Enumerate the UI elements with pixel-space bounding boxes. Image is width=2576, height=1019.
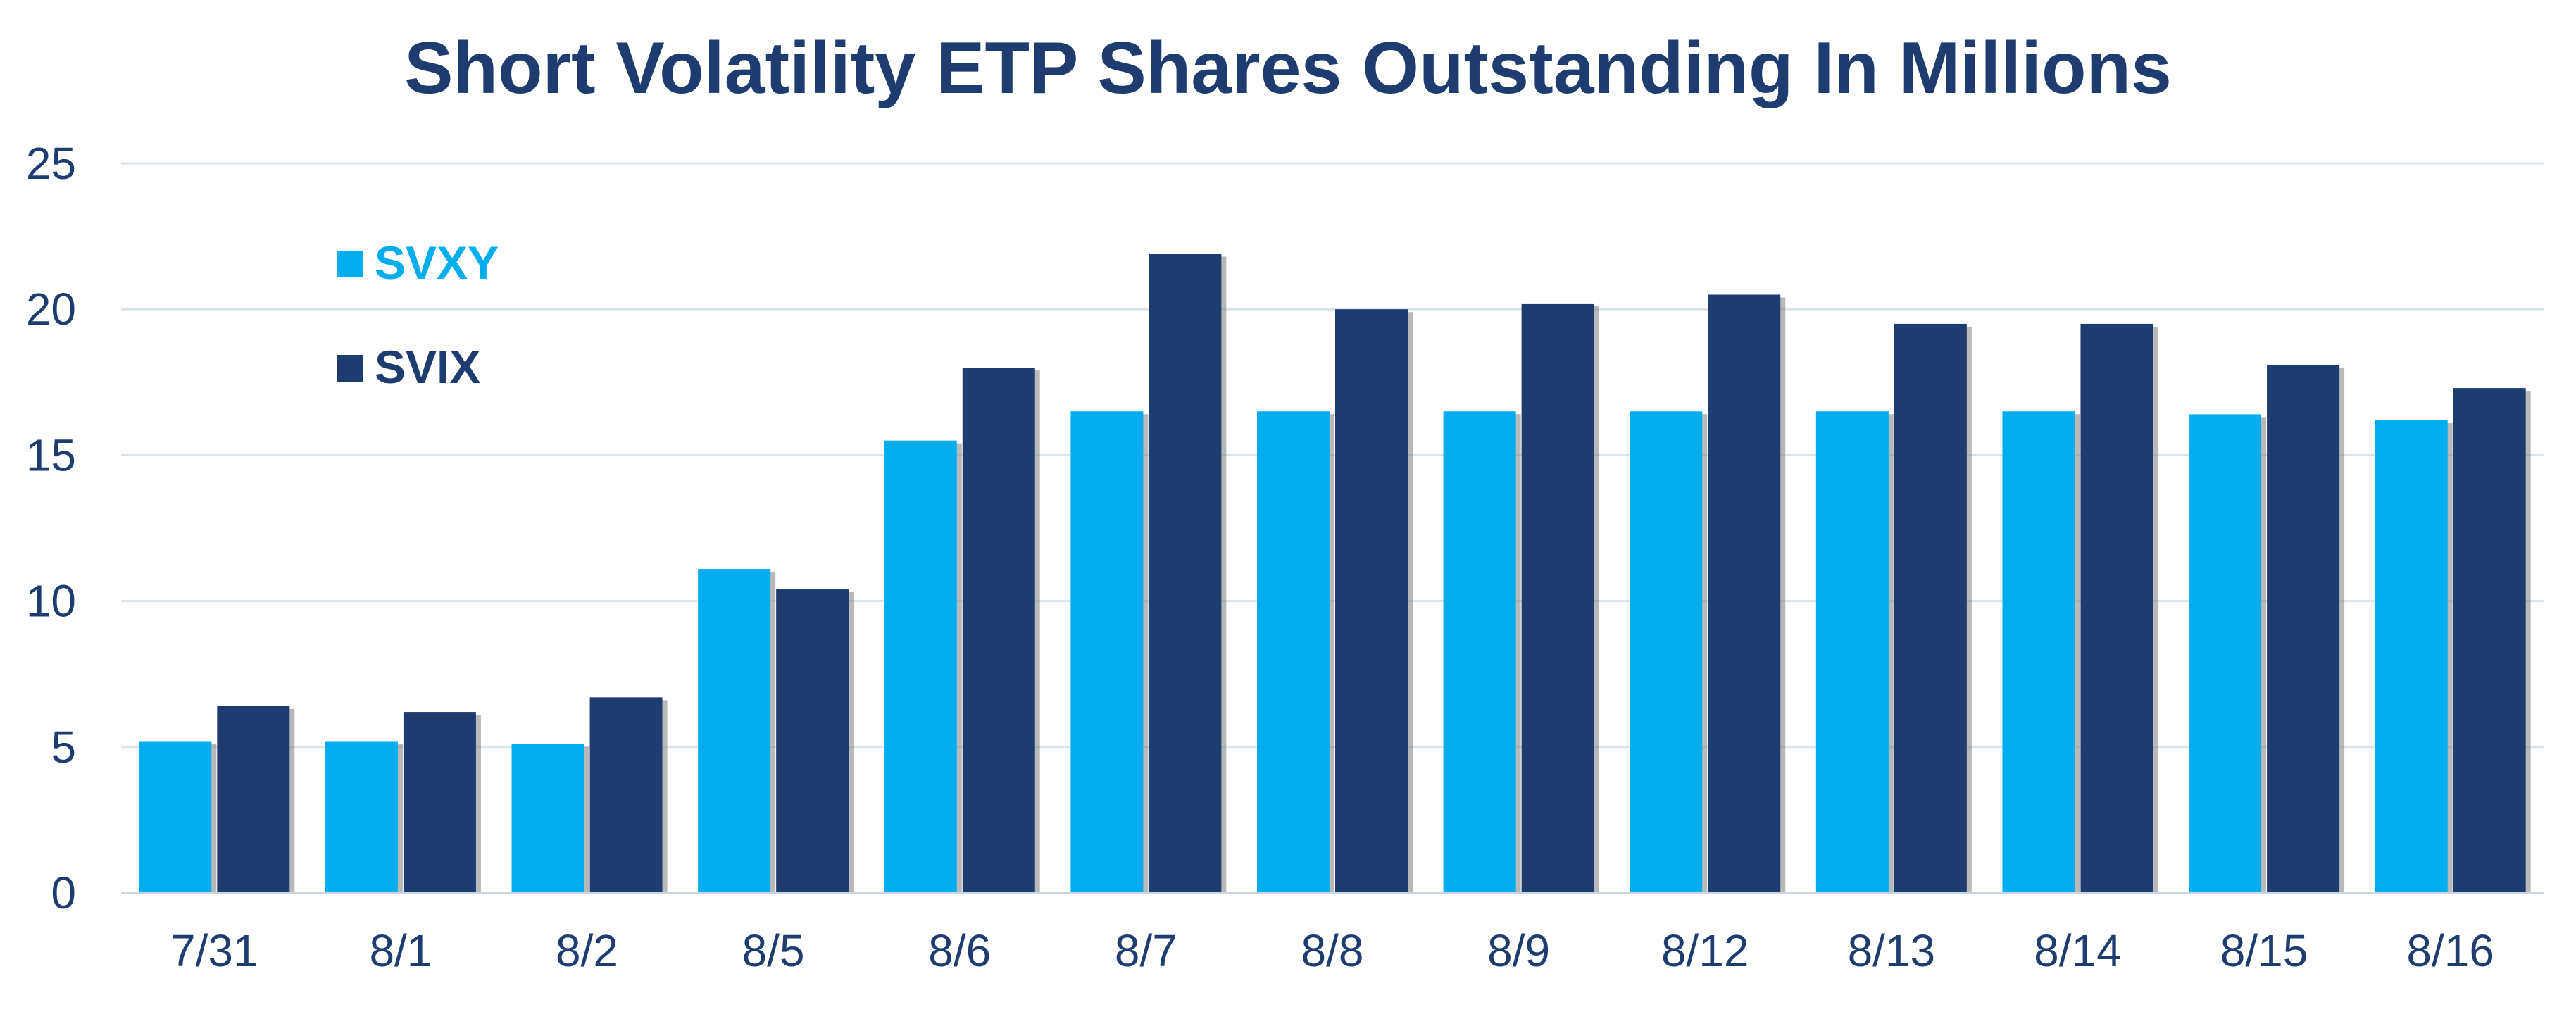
bar-svix — [2080, 323, 2153, 893]
bar-svxy — [325, 741, 398, 893]
bar-svix — [1521, 303, 1594, 893]
y-tick-label: 20 — [26, 284, 76, 335]
y-tick-label: 25 — [26, 138, 76, 189]
bar-svxy — [139, 741, 212, 893]
x-tick-label: 8/14 — [2034, 925, 2122, 976]
bar-svxy — [2375, 420, 2448, 893]
y-tick-label: 5 — [51, 722, 76, 773]
bar-svix — [403, 712, 476, 893]
bar-svix — [962, 368, 1035, 893]
legend-swatch-svxy — [337, 251, 363, 277]
bar-svix — [1708, 294, 1781, 894]
bar-svix — [1894, 323, 1967, 893]
chart-title: Short Volatility ETP Shares Outstanding … — [404, 27, 2172, 109]
y-axis-ticks: 0 5 10 15 20 25 — [26, 138, 76, 918]
bar-svix — [2267, 364, 2340, 893]
bar-svxy — [698, 569, 771, 893]
legend: SVXY SVIX — [337, 237, 499, 393]
x-tick-label: 8/16 — [2406, 925, 2494, 976]
bar-svxy — [884, 440, 957, 893]
y-tick-label: 0 — [51, 868, 76, 918]
x-tick-label: 8/7 — [1115, 925, 1177, 976]
bar-svix — [2453, 388, 2526, 893]
legend-label-svix: SVIX — [375, 341, 480, 393]
x-tick-label: 8/8 — [1301, 925, 1364, 976]
x-tick-label: 8/2 — [556, 925, 618, 976]
bar-svxy — [1630, 411, 1703, 893]
bar-svix — [217, 706, 290, 893]
bar-svxy — [1257, 411, 1330, 893]
bars — [139, 254, 2531, 894]
x-tick-label: 7/31 — [170, 925, 258, 976]
x-tick-label: 8/15 — [2220, 925, 2308, 976]
bar-svix — [776, 589, 849, 893]
bar-svix — [589, 697, 663, 893]
x-tick-label: 8/1 — [369, 925, 432, 976]
bar-svix — [1149, 254, 1222, 893]
x-tick-label: 8/9 — [1487, 925, 1550, 976]
bar-svxy — [511, 744, 584, 893]
x-tick-label: 8/6 — [928, 925, 991, 976]
bar-svxy — [1815, 411, 1889, 893]
x-axis-ticks: 7/31 8/1 8/2 8/5 8/6 8/7 8/8 8/9 8/12 8/13 8/14 8/1… — [170, 925, 2494, 976]
bar-svxy — [1443, 411, 1516, 893]
bar-svxy — [2002, 411, 2075, 893]
y-tick-label: 10 — [26, 576, 76, 627]
x-tick-label: 8/13 — [1848, 925, 1936, 976]
x-tick-label: 8/5 — [742, 925, 805, 976]
x-tick-label: 8/12 — [1661, 925, 1749, 976]
legend-swatch-svix — [337, 355, 363, 382]
y-tick-label: 15 — [26, 430, 76, 480]
bar-svxy — [1070, 411, 1144, 893]
bar-svxy — [2189, 414, 2262, 893]
legend-label-svxy: SVXY — [375, 237, 499, 289]
bar-svix — [1335, 309, 1408, 893]
